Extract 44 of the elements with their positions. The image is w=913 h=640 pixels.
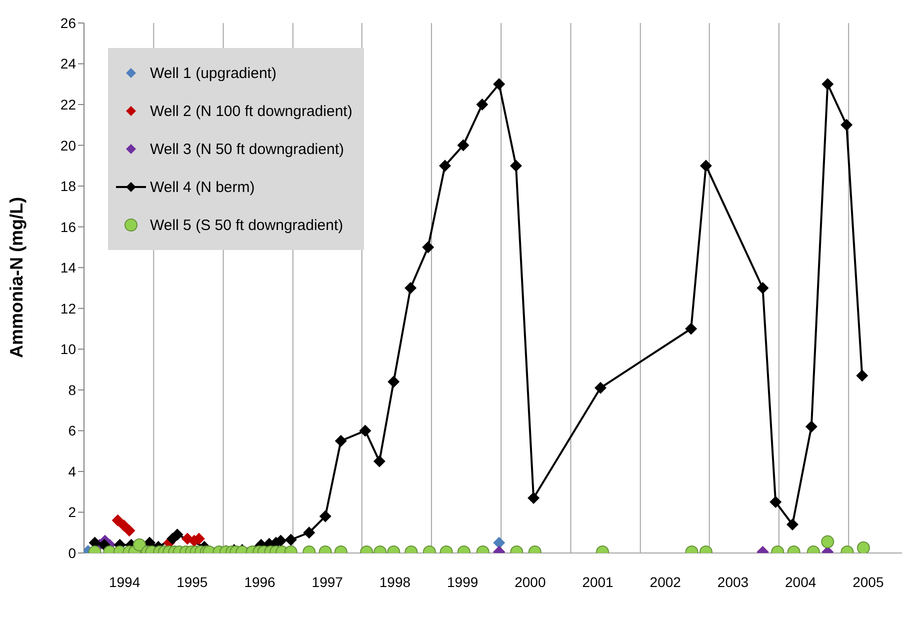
legend-label: Well 1 (upgradient) (150, 64, 276, 82)
x-tick-label: 1996 (244, 574, 276, 590)
y-tick-label: 14 (60, 260, 76, 276)
y-tick-label: 0 (68, 544, 76, 561)
y-tick-label: 8 (68, 382, 76, 398)
point (476, 98, 488, 111)
y-tick-label: 2 (68, 504, 76, 520)
y-tick-label: 10 (60, 341, 76, 358)
y-tick-label: 18 (60, 178, 76, 194)
y-tick-label: 12 (60, 300, 76, 316)
y-tick-label: 24 (60, 56, 76, 72)
point (840, 118, 853, 131)
point (700, 160, 712, 172)
legend-label: Well 4 (N berm) (150, 178, 255, 196)
point (822, 78, 834, 90)
y-axis-title: Ammonia-N (mg/L) (6, 197, 26, 358)
x-tick-label: 2005 (852, 574, 884, 590)
x-tick-label: 1995 (176, 574, 208, 590)
point (422, 241, 434, 254)
y-tick-label: 22 (60, 96, 76, 113)
x-tick-label: 1994 (108, 574, 140, 590)
point (685, 322, 698, 335)
y-tick-label: 6 (68, 422, 76, 439)
point (493, 78, 506, 90)
legend-label: Well 5 (S 50 ft downgradient) (150, 216, 344, 234)
x-tick-label: 2002 (650, 574, 682, 590)
x-tick-label: 1998 (379, 574, 411, 590)
x-tick-label: 2000 (514, 574, 546, 590)
x-tick-label: 2003 (717, 574, 749, 590)
legend-label: Well 2 (N 100 ft downgradient) (150, 102, 352, 120)
y-tick-label: 16 (60, 218, 76, 235)
point (439, 160, 451, 172)
x-tick-label: 1999 (447, 574, 478, 590)
y-tick-label: 26 (60, 14, 76, 31)
y-tick-label: 20 (60, 137, 76, 154)
point (510, 160, 522, 172)
x-tick-label: 2004 (785, 574, 816, 590)
x-tick-label: 2001 (582, 574, 614, 590)
point (404, 282, 417, 294)
point (457, 139, 470, 152)
point (756, 282, 769, 294)
legend-label: Well 3 (N 50 ft downgradient) (150, 140, 344, 158)
x-tick-label: 1997 (312, 574, 344, 590)
y-tick-label: 4 (68, 463, 76, 480)
